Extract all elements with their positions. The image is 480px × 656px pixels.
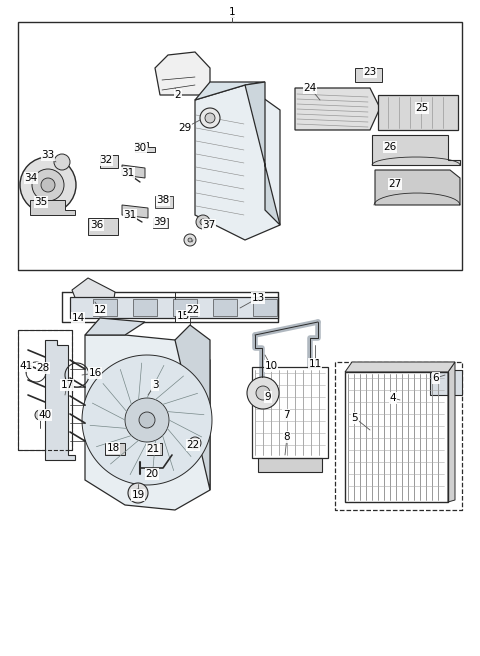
Text: 41: 41 bbox=[19, 361, 33, 371]
Polygon shape bbox=[195, 85, 280, 240]
Polygon shape bbox=[135, 142, 155, 152]
Polygon shape bbox=[175, 325, 210, 490]
Text: 3: 3 bbox=[152, 380, 158, 390]
Polygon shape bbox=[173, 299, 197, 316]
Polygon shape bbox=[133, 299, 157, 316]
Circle shape bbox=[205, 113, 215, 123]
Text: 8: 8 bbox=[284, 432, 290, 442]
Circle shape bbox=[128, 483, 148, 503]
Text: 2: 2 bbox=[175, 90, 181, 100]
Text: 19: 19 bbox=[132, 490, 144, 500]
Circle shape bbox=[41, 178, 55, 192]
Circle shape bbox=[134, 489, 142, 497]
Text: 35: 35 bbox=[35, 197, 48, 207]
Text: 32: 32 bbox=[99, 155, 113, 165]
Polygon shape bbox=[213, 299, 237, 316]
Text: 30: 30 bbox=[133, 143, 146, 153]
Polygon shape bbox=[85, 335, 210, 510]
Circle shape bbox=[184, 234, 196, 246]
Text: 20: 20 bbox=[145, 469, 158, 479]
Text: 36: 36 bbox=[90, 220, 104, 230]
Text: 14: 14 bbox=[72, 313, 84, 323]
Polygon shape bbox=[448, 362, 455, 502]
Text: 28: 28 bbox=[36, 363, 49, 373]
Circle shape bbox=[188, 238, 192, 242]
Polygon shape bbox=[30, 200, 75, 215]
Circle shape bbox=[54, 154, 70, 170]
Circle shape bbox=[20, 157, 76, 213]
Text: 9: 9 bbox=[264, 392, 271, 402]
Polygon shape bbox=[258, 458, 322, 472]
Polygon shape bbox=[88, 218, 118, 235]
Text: 11: 11 bbox=[308, 359, 322, 369]
Text: 15: 15 bbox=[176, 311, 190, 321]
Text: 23: 23 bbox=[363, 67, 377, 77]
Circle shape bbox=[247, 377, 279, 409]
Text: 27: 27 bbox=[388, 179, 402, 189]
Circle shape bbox=[256, 386, 270, 400]
Text: 7: 7 bbox=[283, 410, 289, 420]
Text: 12: 12 bbox=[94, 305, 107, 315]
Text: 26: 26 bbox=[384, 142, 396, 152]
Text: 31: 31 bbox=[123, 210, 137, 220]
Polygon shape bbox=[355, 68, 382, 82]
Polygon shape bbox=[147, 443, 162, 455]
Circle shape bbox=[35, 410, 45, 420]
Polygon shape bbox=[153, 218, 168, 228]
Polygon shape bbox=[430, 362, 462, 395]
Text: 10: 10 bbox=[264, 361, 277, 371]
Polygon shape bbox=[155, 52, 210, 95]
Text: 4: 4 bbox=[390, 393, 396, 403]
Text: 17: 17 bbox=[60, 380, 73, 390]
Circle shape bbox=[196, 215, 210, 229]
Circle shape bbox=[193, 441, 197, 445]
Polygon shape bbox=[378, 95, 458, 130]
Polygon shape bbox=[375, 170, 460, 205]
Text: 37: 37 bbox=[203, 220, 216, 230]
Polygon shape bbox=[253, 299, 277, 316]
Text: 34: 34 bbox=[24, 173, 37, 183]
Circle shape bbox=[189, 437, 201, 449]
Polygon shape bbox=[345, 362, 455, 372]
Polygon shape bbox=[72, 278, 115, 312]
Text: 6: 6 bbox=[432, 373, 439, 383]
Polygon shape bbox=[245, 82, 280, 225]
Polygon shape bbox=[195, 82, 265, 100]
Text: 24: 24 bbox=[303, 83, 317, 93]
Text: 22: 22 bbox=[186, 305, 200, 315]
Polygon shape bbox=[122, 205, 148, 218]
Polygon shape bbox=[372, 135, 460, 165]
Text: 16: 16 bbox=[88, 368, 102, 378]
Polygon shape bbox=[45, 340, 75, 460]
Text: 22: 22 bbox=[186, 440, 200, 450]
Polygon shape bbox=[105, 443, 125, 455]
Circle shape bbox=[139, 412, 155, 428]
Text: 33: 33 bbox=[41, 150, 55, 160]
Polygon shape bbox=[82, 355, 212, 485]
Text: 13: 13 bbox=[252, 293, 264, 303]
Polygon shape bbox=[122, 165, 145, 178]
Polygon shape bbox=[295, 88, 380, 130]
Polygon shape bbox=[18, 22, 462, 270]
Text: 39: 39 bbox=[154, 217, 167, 227]
Polygon shape bbox=[93, 299, 117, 316]
Text: 1: 1 bbox=[228, 7, 235, 17]
Polygon shape bbox=[70, 297, 278, 318]
Polygon shape bbox=[155, 196, 173, 208]
Text: 18: 18 bbox=[107, 443, 120, 453]
Text: 40: 40 bbox=[38, 410, 51, 420]
Text: 5: 5 bbox=[352, 413, 358, 423]
Polygon shape bbox=[100, 155, 118, 168]
Text: 38: 38 bbox=[156, 195, 169, 205]
Polygon shape bbox=[125, 398, 169, 442]
Text: 1: 1 bbox=[228, 10, 236, 20]
Text: 25: 25 bbox=[415, 103, 429, 113]
Circle shape bbox=[200, 219, 206, 225]
Text: 29: 29 bbox=[179, 123, 192, 133]
Circle shape bbox=[200, 108, 220, 128]
Circle shape bbox=[32, 169, 64, 201]
Text: 31: 31 bbox=[121, 168, 134, 178]
Polygon shape bbox=[85, 318, 145, 335]
Text: 21: 21 bbox=[146, 444, 160, 454]
